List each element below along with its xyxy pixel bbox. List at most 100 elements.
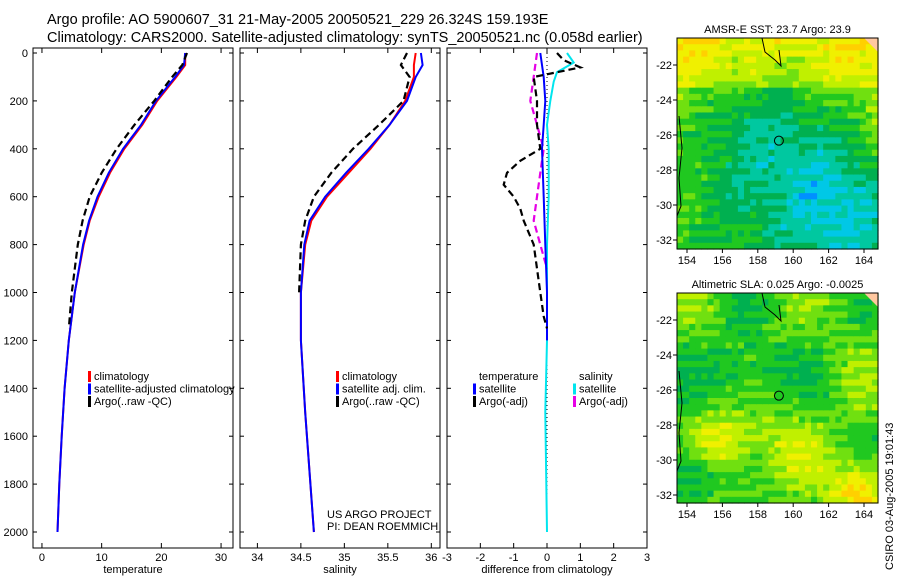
map-cell [841, 75, 849, 83]
map-cell [689, 367, 696, 374]
map-cell [841, 496, 849, 504]
map-cell [762, 342, 769, 350]
map-cell [841, 168, 849, 176]
map-cell [731, 143, 739, 151]
map-cell [774, 348, 782, 356]
map-cell [683, 56, 690, 64]
map-cell [701, 416, 709, 424]
map-cell [853, 404, 861, 411]
map-cell [829, 398, 836, 405]
map-cell [677, 342, 684, 350]
map-cell [841, 143, 849, 151]
series-line-satellite-adjusted-climatology [56, 52, 187, 533]
map-cell [871, 447, 879, 455]
map-cell [829, 81, 836, 89]
map-cell [677, 168, 684, 176]
map-cell [786, 465, 794, 473]
map-cell [804, 199, 812, 207]
map-cell [865, 367, 873, 374]
map-cell [695, 422, 702, 430]
map-cell [811, 50, 818, 58]
map-cell [853, 50, 861, 58]
map-cell [786, 174, 794, 182]
map-cell [707, 242, 715, 250]
map-cell [695, 484, 702, 492]
map-cell [829, 118, 836, 126]
map-cell [829, 293, 836, 300]
map-cell [835, 299, 843, 306]
map-cell [871, 330, 879, 337]
map-cell [847, 330, 855, 337]
map-cell [756, 149, 763, 157]
map-cell [798, 336, 806, 344]
map-cell [695, 100, 702, 107]
map-cell [829, 193, 836, 200]
map-cell [780, 224, 788, 231]
map-cell [737, 62, 745, 70]
map-cell [725, 137, 733, 145]
map-cell [750, 217, 757, 225]
map-cell [719, 93, 727, 101]
map-cell [701, 317, 709, 325]
map-cell [817, 441, 824, 449]
map-cell [719, 478, 727, 486]
map-cell [744, 447, 751, 455]
y-tick-label: 1000 [4, 288, 28, 300]
map-cell [768, 131, 776, 138]
map-cell [707, 93, 715, 101]
legend-temp-swatch [88, 396, 91, 407]
map-cell [737, 93, 745, 101]
map-cell [750, 484, 757, 492]
map-cell [768, 100, 776, 107]
map-cell [871, 149, 879, 157]
map-cell [804, 193, 812, 200]
map-cell [719, 44, 727, 52]
map-cell [756, 410, 763, 418]
map-cell [853, 311, 861, 319]
map-cell [762, 391, 769, 399]
map-cell [744, 422, 751, 430]
map-cell [731, 137, 739, 145]
map-cell [768, 478, 776, 486]
map-cell [768, 441, 776, 449]
map-cell [780, 428, 788, 436]
map-cell [786, 62, 794, 70]
map-cell [719, 398, 727, 405]
map-cell [713, 317, 721, 325]
map-cell [774, 193, 782, 200]
map-cell [786, 236, 794, 244]
map-cell [865, 93, 873, 101]
map-cell [756, 93, 763, 101]
map-cell [823, 143, 830, 151]
map-cell [865, 404, 873, 411]
map-cell [719, 293, 727, 300]
map-cell [859, 93, 867, 101]
map-cell [750, 199, 757, 207]
map-cell [841, 124, 849, 132]
map-cell [859, 385, 867, 393]
legend-diff-temp-swatch [473, 383, 476, 395]
map-cell [841, 118, 849, 126]
map-cell [847, 441, 855, 449]
map-cell [859, 472, 867, 479]
map-cell [719, 410, 727, 418]
map-cell [756, 230, 763, 238]
map-cell [792, 348, 800, 356]
map-cell [750, 416, 757, 424]
map-cell [768, 224, 776, 231]
map-cell [707, 453, 715, 461]
map-cell [811, 484, 818, 492]
map-cell [677, 69, 684, 76]
map-cell [792, 44, 800, 52]
map-cell [804, 459, 812, 467]
map-cell [835, 106, 843, 114]
argo-location-marker [773, 390, 784, 401]
map-cell [677, 348, 684, 356]
map-cell [762, 106, 769, 114]
map-cell [689, 180, 696, 188]
map-cell [683, 149, 690, 157]
map-cell [786, 472, 794, 479]
map-cell [853, 112, 861, 120]
map-cell [798, 81, 806, 89]
map-cell [859, 330, 867, 337]
